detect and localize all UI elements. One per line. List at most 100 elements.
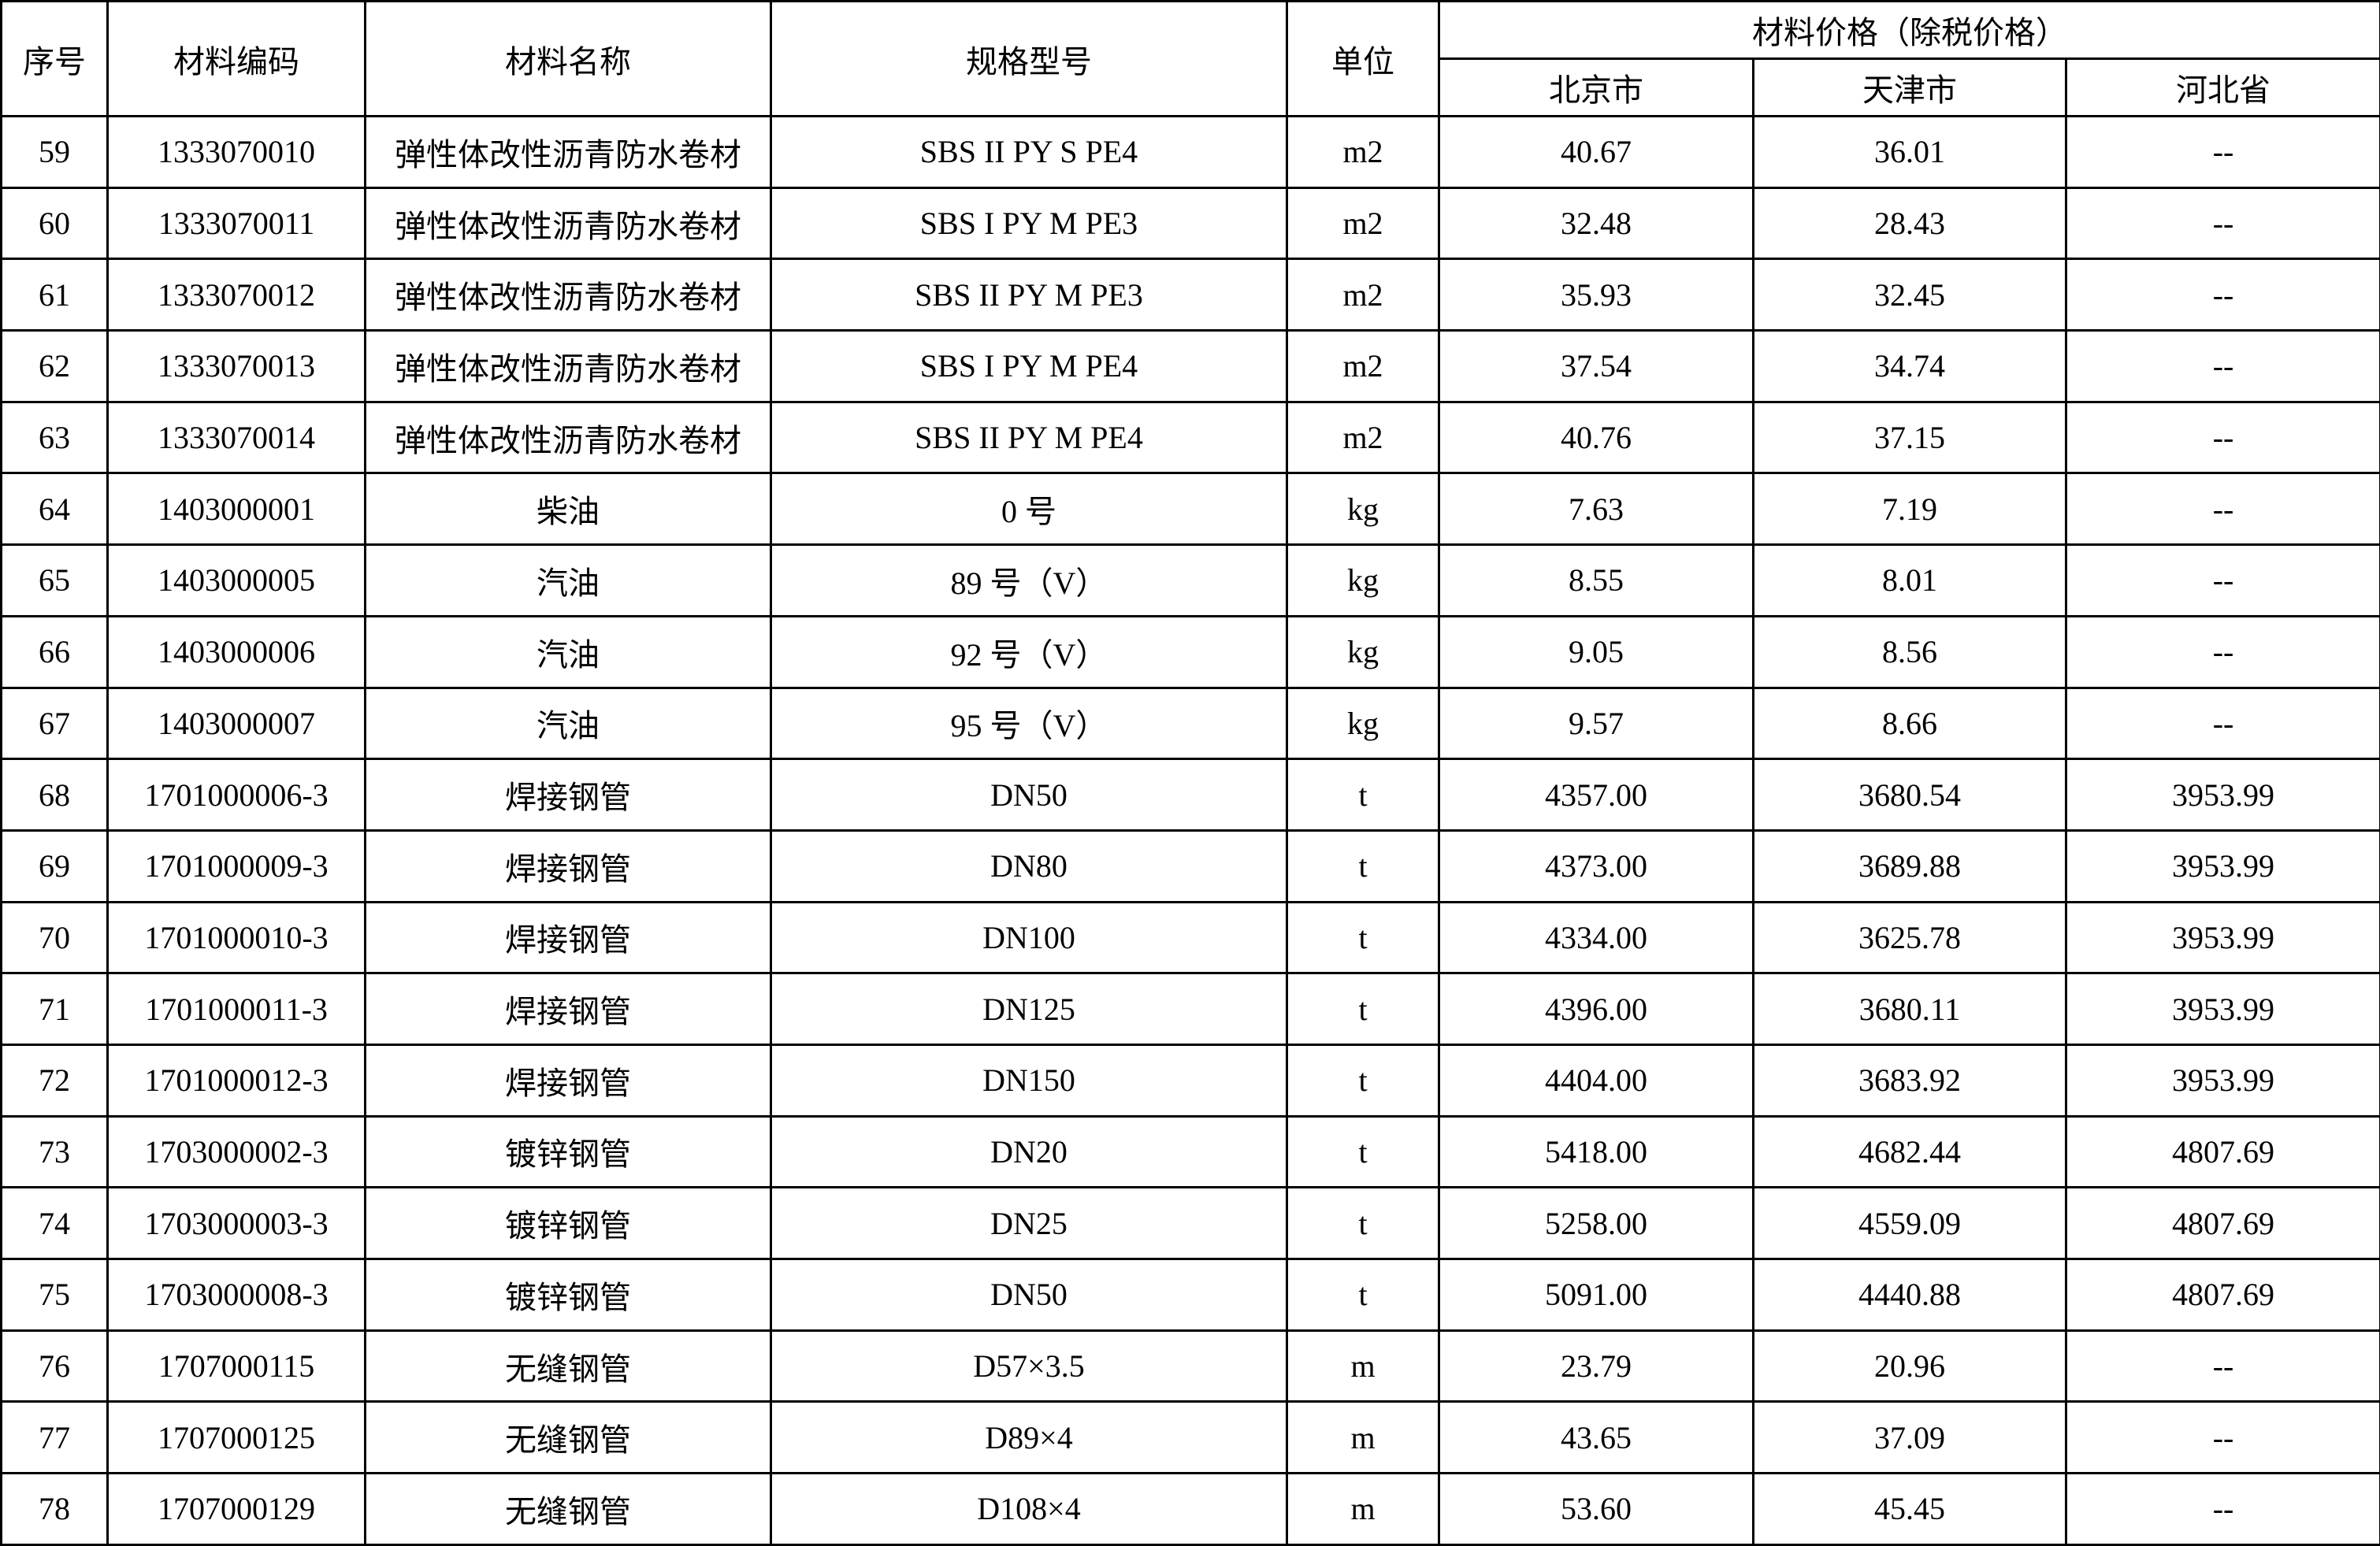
cell-price-beijing: 4373.00 <box>1439 830 1754 902</box>
cell-price-tianjin: 8.66 <box>1754 688 2066 759</box>
cell-code: 1701000010-3 <box>108 902 366 973</box>
cell-price-hebei: 3953.99 <box>2066 1044 2380 1116</box>
cell-unit: t <box>1287 973 1439 1045</box>
cell-spec: SBS I PY M PE3 <box>771 187 1287 259</box>
cell-price-beijing: 9.05 <box>1439 616 1754 688</box>
cell-seq: 64 <box>2 473 108 545</box>
cell-name: 弹性体改性沥青防水卷材 <box>366 402 771 473</box>
cell-code: 1403000006 <box>108 616 366 688</box>
cell-price-tianjin: 3689.88 <box>1754 830 2066 902</box>
cell-price-hebei: -- <box>2066 1402 2380 1474</box>
cell-price-tianjin: 8.01 <box>1754 545 2066 617</box>
cell-name: 弹性体改性沥青防水卷材 <box>366 331 771 402</box>
cell-name: 镀锌钢管 <box>366 1259 771 1331</box>
header-spec: 规格型号 <box>771 2 1287 117</box>
cell-price-hebei: 3953.99 <box>2066 830 2380 902</box>
cell-name: 镀锌钢管 <box>366 1188 771 1259</box>
cell-price-tianjin: 4440.88 <box>1754 1259 2066 1331</box>
cell-price-hebei: -- <box>2066 1474 2380 1545</box>
cell-unit: m2 <box>1287 117 1439 188</box>
cell-price-beijing: 9.57 <box>1439 688 1754 759</box>
cell-price-tianjin: 28.43 <box>1754 187 2066 259</box>
cell-price-beijing: 5091.00 <box>1439 1259 1754 1331</box>
cell-seq: 66 <box>2 616 108 688</box>
cell-seq: 63 <box>2 402 108 473</box>
cell-seq: 61 <box>2 259 108 331</box>
cell-code: 1403000005 <box>108 545 366 617</box>
cell-spec: 0 号 <box>771 473 1287 545</box>
cell-unit: t <box>1287 902 1439 973</box>
cell-unit: t <box>1287 1259 1439 1331</box>
cell-spec: DN125 <box>771 973 1287 1045</box>
header-region-tianjin: 天津市 <box>1754 59 2066 117</box>
header-name: 材料名称 <box>366 2 771 117</box>
cell-code: 1703000002-3 <box>108 1116 366 1188</box>
cell-price-beijing: 37.54 <box>1439 331 1754 402</box>
cell-unit: m2 <box>1287 402 1439 473</box>
cell-spec: 92 号（V） <box>771 616 1287 688</box>
cell-code: 1333070012 <box>108 259 366 331</box>
cell-price-beijing: 32.48 <box>1439 187 1754 259</box>
cell-spec: 95 号（V） <box>771 688 1287 759</box>
cell-spec: D57×3.5 <box>771 1330 1287 1402</box>
cell-code: 1333070011 <box>108 187 366 259</box>
cell-unit: m <box>1287 1474 1439 1545</box>
cell-name: 镀锌钢管 <box>366 1116 771 1188</box>
cell-price-beijing: 8.55 <box>1439 545 1754 617</box>
cell-name: 弹性体改性沥青防水卷材 <box>366 117 771 188</box>
cell-name: 无缝钢管 <box>366 1474 771 1545</box>
cell-price-hebei: 3953.99 <box>2066 759 2380 831</box>
cell-price-hebei: 4807.69 <box>2066 1116 2380 1188</box>
cell-seq: 73 <box>2 1116 108 1188</box>
cell-price-beijing: 35.93 <box>1439 259 1754 331</box>
cell-unit: t <box>1287 759 1439 831</box>
cell-name: 弹性体改性沥青防水卷材 <box>366 259 771 331</box>
cell-unit: m2 <box>1287 259 1439 331</box>
cell-price-beijing: 5258.00 <box>1439 1188 1754 1259</box>
cell-price-beijing: 23.79 <box>1439 1330 1754 1402</box>
cell-spec: SBS II PY S PE4 <box>771 117 1287 188</box>
cell-unit: m <box>1287 1330 1439 1402</box>
cell-name: 焊接钢管 <box>366 830 771 902</box>
cell-price-hebei: -- <box>2066 545 2380 617</box>
cell-unit: kg <box>1287 473 1439 545</box>
cell-price-hebei: 3953.99 <box>2066 902 2380 973</box>
cell-price-tianjin: 3625.78 <box>1754 902 2066 973</box>
header-unit: 单位 <box>1287 2 1439 117</box>
cell-spec: D108×4 <box>771 1474 1287 1545</box>
cell-seq: 75 <box>2 1259 108 1331</box>
cell-seq: 67 <box>2 688 108 759</box>
cell-code: 1703000008-3 <box>108 1259 366 1331</box>
cell-unit: kg <box>1287 545 1439 617</box>
cell-price-tianjin: 45.45 <box>1754 1474 2066 1545</box>
cell-price-tianjin: 3683.92 <box>1754 1044 2066 1116</box>
cell-price-tianjin: 4682.44 <box>1754 1116 2066 1188</box>
cell-price-hebei: -- <box>2066 473 2380 545</box>
cell-price-hebei: -- <box>2066 117 2380 188</box>
cell-price-tianjin: 32.45 <box>1754 259 2066 331</box>
cell-price-beijing: 40.67 <box>1439 117 1754 188</box>
cell-name: 弹性体改性沥青防水卷材 <box>366 187 771 259</box>
cell-unit: kg <box>1287 688 1439 759</box>
cell-seq: 65 <box>2 545 108 617</box>
cell-spec: DN25 <box>771 1188 1287 1259</box>
cell-seq: 70 <box>2 902 108 973</box>
cell-seq: 76 <box>2 1330 108 1402</box>
cell-name: 柴油 <box>366 473 771 545</box>
cell-code: 1707000115 <box>108 1330 366 1402</box>
cell-code: 1333070010 <box>108 117 366 188</box>
cell-spec: DN80 <box>771 830 1287 902</box>
cell-price-tianjin: 4559.09 <box>1754 1188 2066 1259</box>
cell-price-tianjin: 3680.54 <box>1754 759 2066 831</box>
cell-code: 1707000129 <box>108 1474 366 1545</box>
cell-price-tianjin: 3680.11 <box>1754 973 2066 1045</box>
